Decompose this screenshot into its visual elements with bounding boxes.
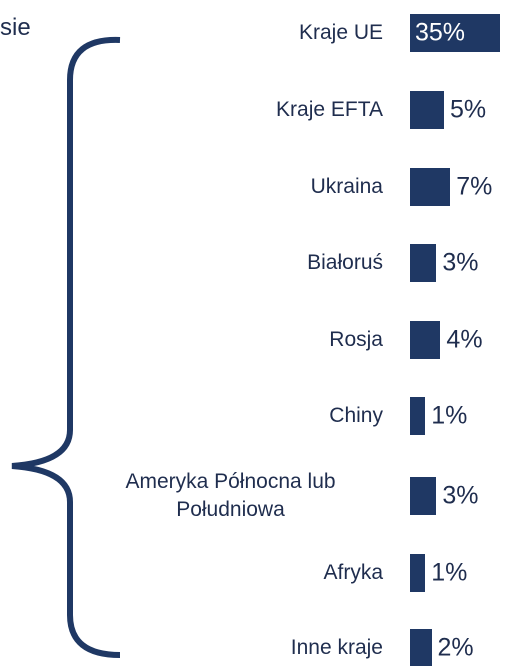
value-label: 3% (442, 481, 479, 510)
value-label: 35% (415, 18, 466, 47)
category-label: Kraje EFTA (276, 98, 383, 121)
value-label: 2% (437, 633, 474, 662)
value-label: 1% (431, 558, 468, 587)
value-label: 7% (456, 172, 493, 201)
value-label: 4% (446, 325, 483, 354)
value-label: 3% (442, 248, 479, 277)
fragment-text: sie (0, 14, 31, 41)
category-label: Ameryka Północna lub Południowa (125, 470, 336, 521)
bar (410, 554, 426, 592)
bar (410, 477, 437, 515)
category-label: Inne kraje (290, 636, 383, 659)
category-label: Kraje UE (298, 21, 383, 44)
category-label: Chiny (329, 404, 383, 427)
category-label: Rosja (329, 328, 383, 351)
bar (410, 397, 426, 435)
brace-path (11, 36, 121, 658)
bar (410, 244, 437, 282)
bar (410, 629, 432, 666)
value-label: 1% (431, 401, 468, 430)
bar (410, 321, 441, 359)
category-label: Ukraina (310, 175, 383, 198)
category-label: Białoruś (307, 251, 383, 274)
bar (410, 91, 445, 129)
value-label: 5% (450, 95, 487, 124)
bar (410, 168, 451, 206)
category-label: Afryka (323, 561, 383, 584)
bar (410, 14, 500, 52)
